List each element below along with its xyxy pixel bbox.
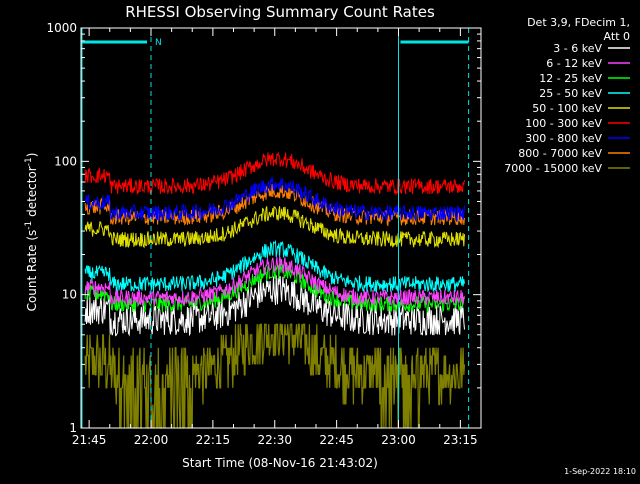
y-axis-label-sup1: -1 — [24, 221, 34, 230]
x-tick-label: 22:00 — [134, 433, 169, 447]
y-axis-label-mid: detector — [25, 166, 39, 221]
y-tick-label: 1 — [69, 421, 77, 435]
series-line-7000-15000-kev — [84, 323, 466, 429]
legend-label: 25 - 50 keV — [539, 87, 602, 100]
legend-header-line2: Att 0 — [604, 30, 630, 43]
x-tick-label: 23:15 — [443, 433, 478, 447]
x-axis-label: Start Time (08-Nov-16 21:43:02) — [182, 456, 378, 470]
series-line-800-7000-kev — [84, 184, 465, 227]
y-axis-label: Count Rate (s-1 detector-1) — [24, 153, 39, 312]
legend-label: 6 - 12 keV — [546, 57, 602, 70]
footer-date: 1-Sep-2022 18:10 — [564, 467, 636, 476]
x-tick-label: 22:45 — [319, 433, 354, 447]
x-tick-label: 23:00 — [381, 433, 416, 447]
flag-label-n: N — [155, 38, 162, 48]
plot-frame — [80, 27, 482, 429]
plot-area: N 1 10 100 1000 21:45 22:00 22:15 22:30 22:45 23:0… — [46, 21, 630, 447]
series-line-3-6-kev — [84, 275, 465, 337]
series-line-100-300-kev — [84, 151, 465, 196]
y-axis-label-end: ) — [25, 153, 39, 158]
series-line-25-50-kev — [84, 239, 465, 293]
y-tick-label: 10 — [62, 288, 77, 302]
legend-label: 3 - 6 keV — [553, 42, 602, 55]
y-tick-label: 1000 — [46, 21, 77, 35]
legend-label: 800 - 7000 keV — [518, 147, 602, 160]
y-axis-label-sup2: -1 — [24, 157, 34, 166]
legend-label: 12 - 25 keV — [539, 72, 602, 85]
series-line-300-800-kev — [84, 176, 465, 223]
legend-label: 50 - 100 keV — [532, 102, 602, 115]
legend-label: 100 - 300 keV — [525, 117, 602, 130]
series-line-6-12-kev — [84, 256, 465, 306]
x-tick-label: 22:15 — [196, 433, 231, 447]
x-tick-label: 22:30 — [257, 433, 292, 447]
y-tick-label: 100 — [54, 154, 77, 168]
legend-label: 300 - 800 keV — [525, 132, 602, 145]
legend-label: 7000 - 15000 keV — [504, 162, 602, 175]
series-line-50-100-kev — [84, 205, 465, 249]
x-tick-label: 21:45 — [72, 433, 107, 447]
legend-header-line1: Det 3,9, FDecim 1, — [527, 16, 630, 29]
y-axis-label-main: Count Rate (s — [25, 230, 39, 312]
chart-title: RHESSI Observing Summary Count Rates — [125, 3, 435, 21]
